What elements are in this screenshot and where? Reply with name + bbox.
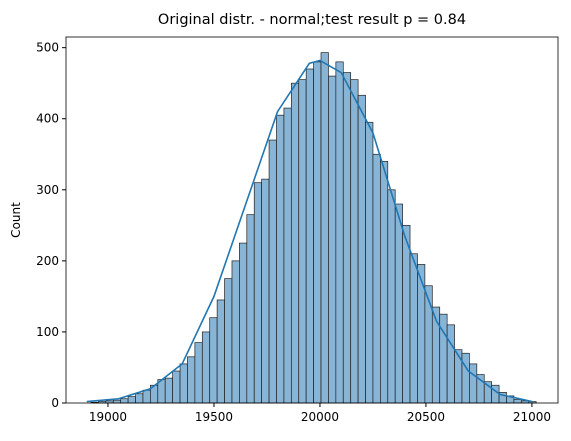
bar (187, 356, 196, 404)
bar (372, 153, 381, 404)
bar (290, 82, 300, 404)
bar (402, 224, 411, 404)
y-tick-label: 0 (51, 396, 59, 410)
bar (142, 389, 151, 404)
bar (268, 139, 277, 404)
bar (305, 68, 314, 404)
bar (365, 121, 374, 404)
bar (194, 342, 203, 404)
bar (253, 182, 263, 404)
bar (201, 331, 211, 404)
bar (320, 52, 329, 404)
y-tick-label: 200 (36, 254, 59, 268)
plot-frame (65, 36, 559, 404)
bar (112, 399, 122, 404)
bar (342, 72, 352, 404)
bar (172, 370, 181, 404)
bar (261, 178, 270, 404)
bar (127, 396, 136, 404)
bar (424, 285, 433, 404)
bar (298, 79, 307, 404)
bar (513, 399, 522, 404)
bar (357, 94, 366, 404)
x-tick-label: 19000 (89, 410, 127, 424)
bar (454, 349, 463, 404)
y-tick-label: 500 (36, 41, 59, 55)
x-tick-label: 20000 (301, 410, 339, 424)
bar (394, 203, 403, 404)
x-tick-label: 19500 (195, 410, 233, 424)
x-tick-label: 21000 (513, 410, 551, 424)
bar (179, 363, 188, 404)
x-tick-label: 20500 (407, 410, 445, 424)
bar (313, 61, 322, 404)
bar (224, 278, 233, 404)
bar (216, 299, 225, 404)
bar (276, 114, 285, 404)
y-axis-label: Count (9, 202, 23, 238)
bar (209, 317, 218, 404)
bar (387, 189, 396, 404)
y-tick-label: 100 (36, 325, 59, 339)
bar (335, 61, 344, 404)
chart-title: Original distr. - normal;test result p =… (158, 12, 466, 28)
bar (328, 75, 337, 404)
bar (491, 384, 500, 404)
bar (461, 352, 470, 404)
bar (246, 214, 255, 404)
bar (469, 363, 478, 404)
bar (283, 107, 292, 404)
kde-line (86, 59, 533, 403)
bar (380, 161, 389, 404)
bar (120, 398, 129, 404)
y-tick-label: 300 (36, 183, 59, 197)
bar (409, 253, 418, 404)
bar (135, 393, 144, 404)
bar (446, 324, 455, 404)
bar (350, 79, 359, 404)
bar (231, 260, 240, 404)
y-tick-label: 400 (36, 112, 59, 126)
bar (239, 242, 248, 404)
bar (164, 377, 173, 404)
